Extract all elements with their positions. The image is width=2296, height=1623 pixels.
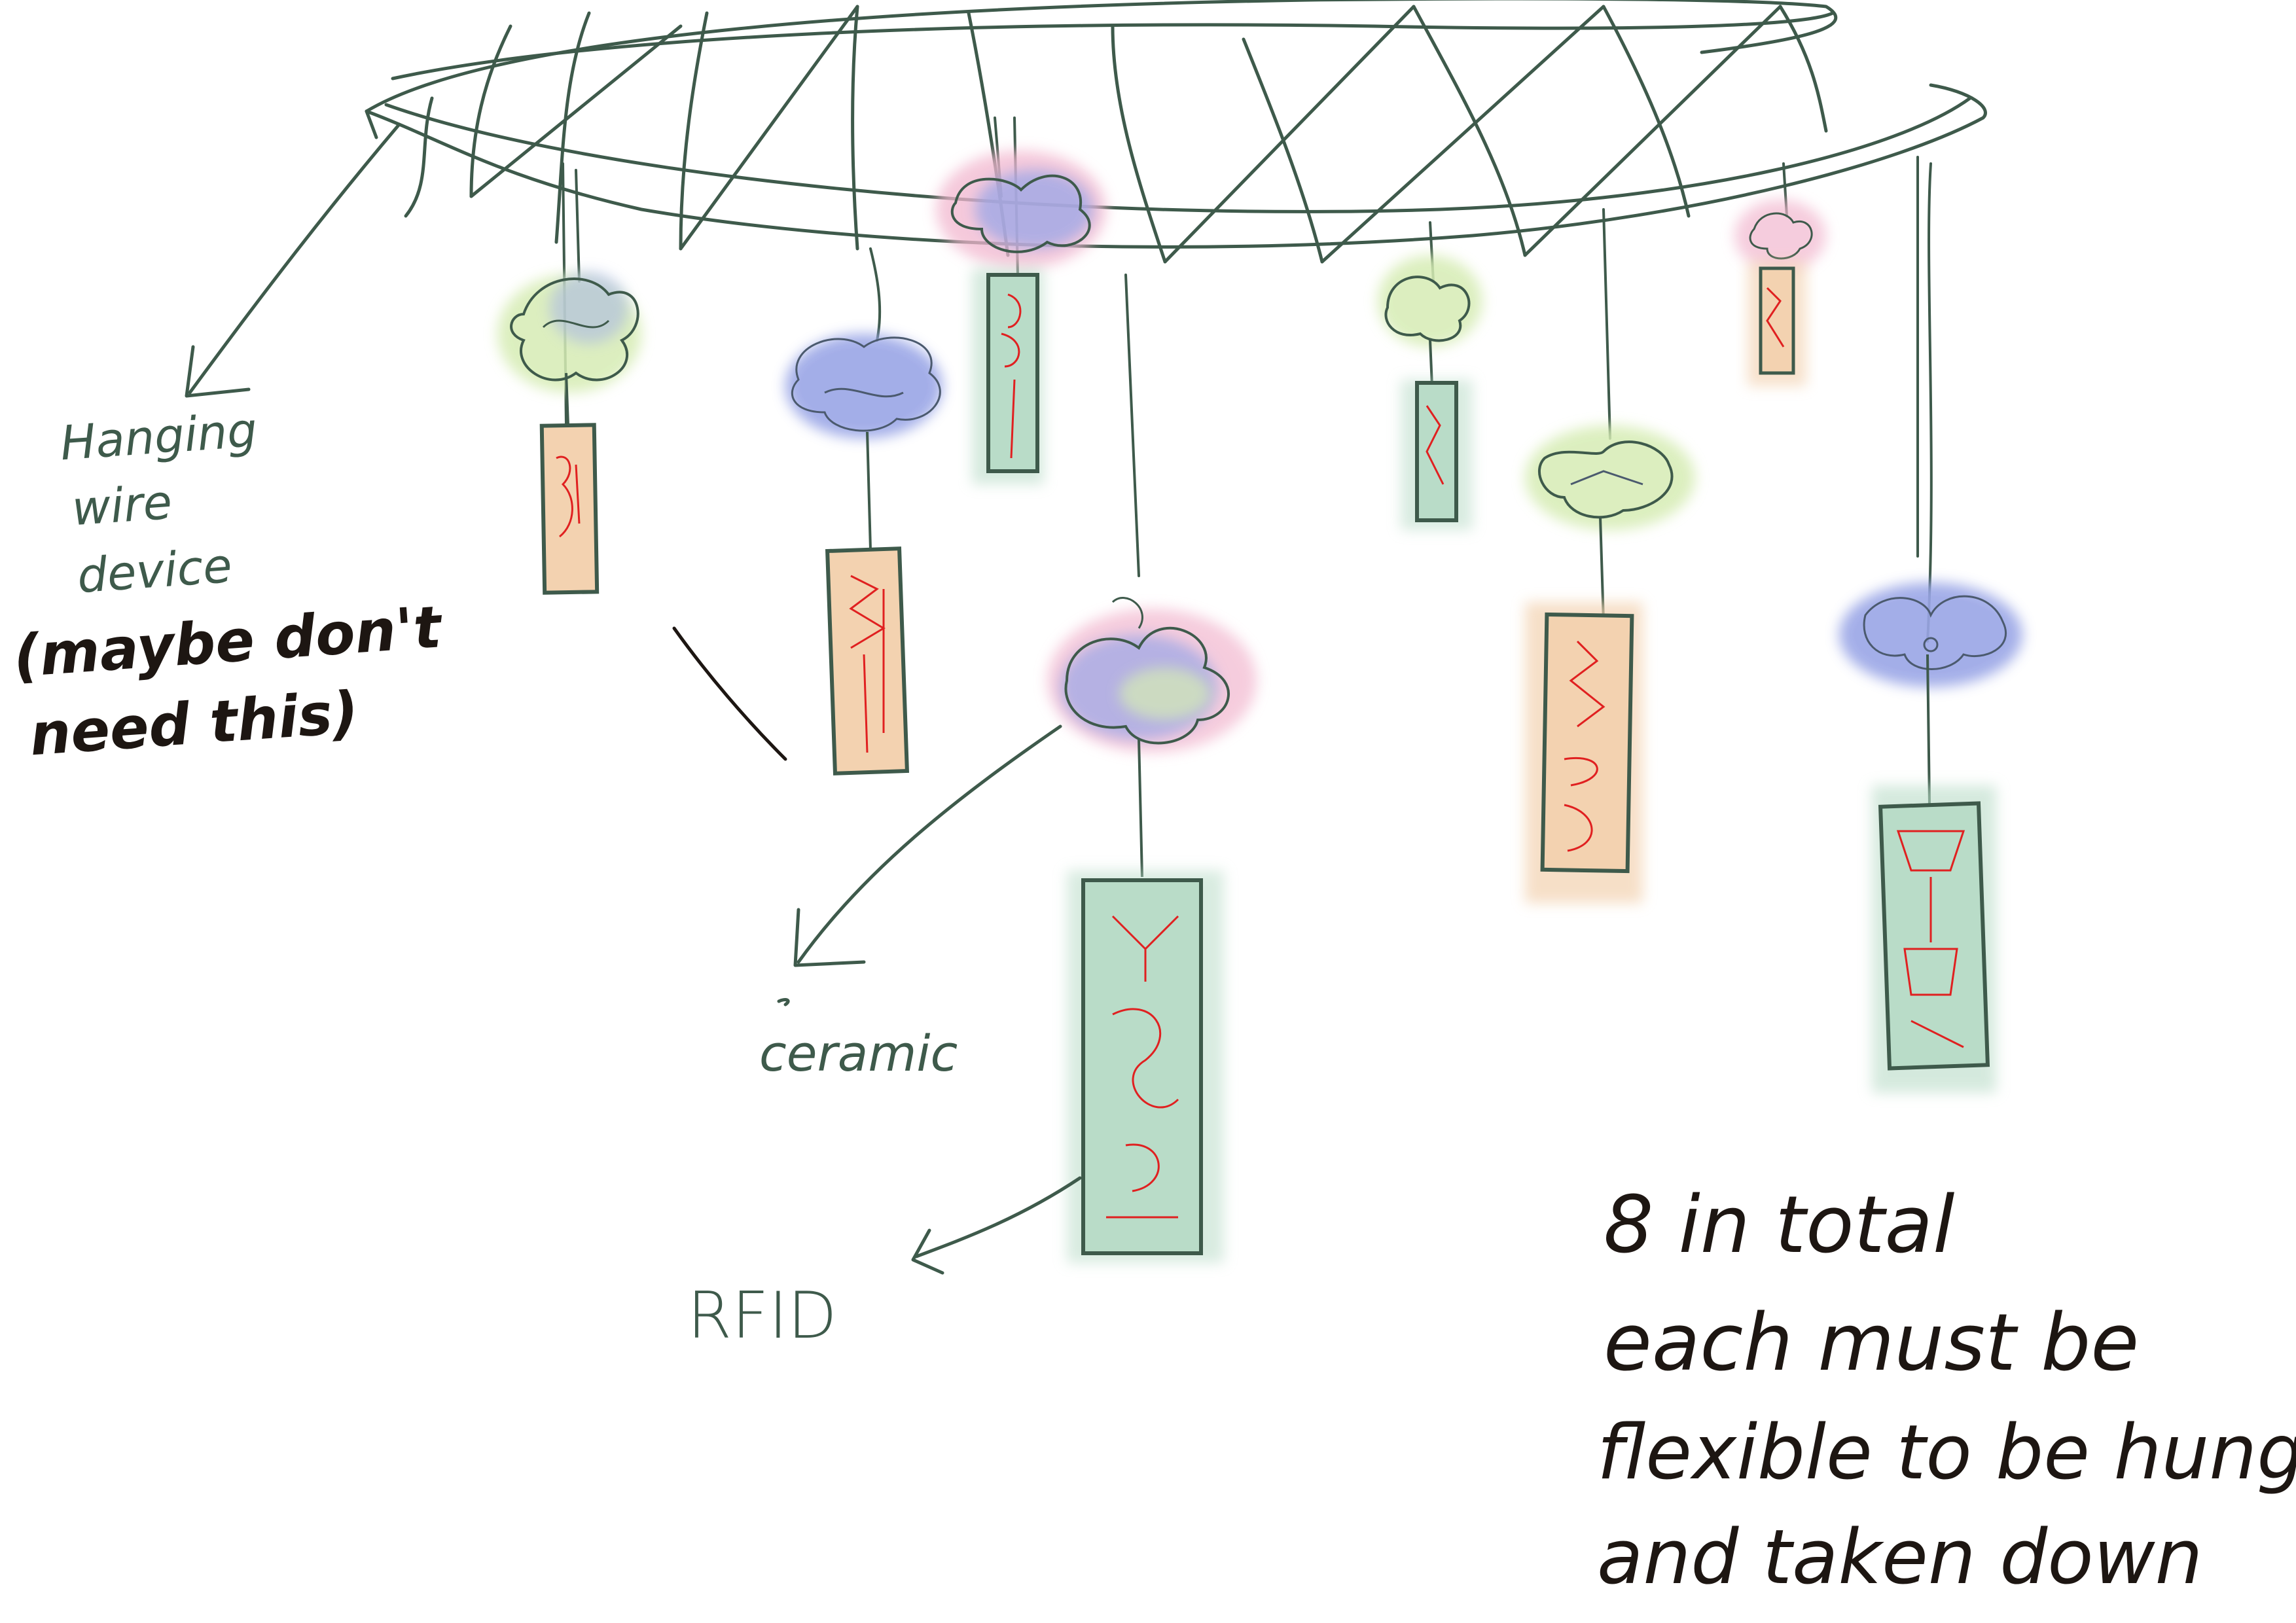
tag-icon [1401,380,1473,530]
note-line-3: flexible to be hung [1597,1409,2296,1497]
hanging-wire-frame [365,0,1987,264]
flower-icon [785,334,942,438]
hanging-device-label-line-3: device [75,537,234,604]
arrow-icon [185,122,401,398]
ornament-6 [1525,425,1695,903]
ceramic-label: ceramic [759,1024,958,1082]
tag-icon [1872,785,1996,1093]
hanging-device-label-line-1: Hanging [58,402,259,471]
stroke-mark [672,626,787,761]
flower-icon [1734,200,1826,272]
arrow-icon [911,1176,1082,1275]
ornament-8 [1839,582,2022,1093]
ornament-5 [1378,255,1482,530]
flower-icon [1047,597,1257,753]
tag-icon [972,268,1044,484]
flower-icon [936,151,1106,268]
note-line-4: and taken down [1597,1514,2203,1601]
flower-icon [1525,425,1695,530]
flower-icon [1378,255,1482,347]
flower-icon [1839,582,2022,687]
ornament-2 [785,334,942,776]
tag-icon [539,423,600,595]
ornament-4 [1047,597,1257,1263]
tag-icon [1067,870,1224,1263]
ornament-1 [497,272,641,595]
tag-icon [825,546,910,776]
hanging-strings [562,116,1933,643]
tag-icon [1748,262,1806,386]
tag-icon [1525,602,1643,903]
ornament-3 [936,151,1106,484]
ornament-7 [1734,200,1826,386]
arrow-icon [777,724,1062,1007]
note-line-1: 8 in total [1604,1180,1955,1271]
note-line-2: each must be [1604,1298,2140,1389]
flower-icon [497,272,641,393]
rfid-label: RFID [687,1279,837,1353]
hanging-device-label-line-2: wire [70,474,174,537]
